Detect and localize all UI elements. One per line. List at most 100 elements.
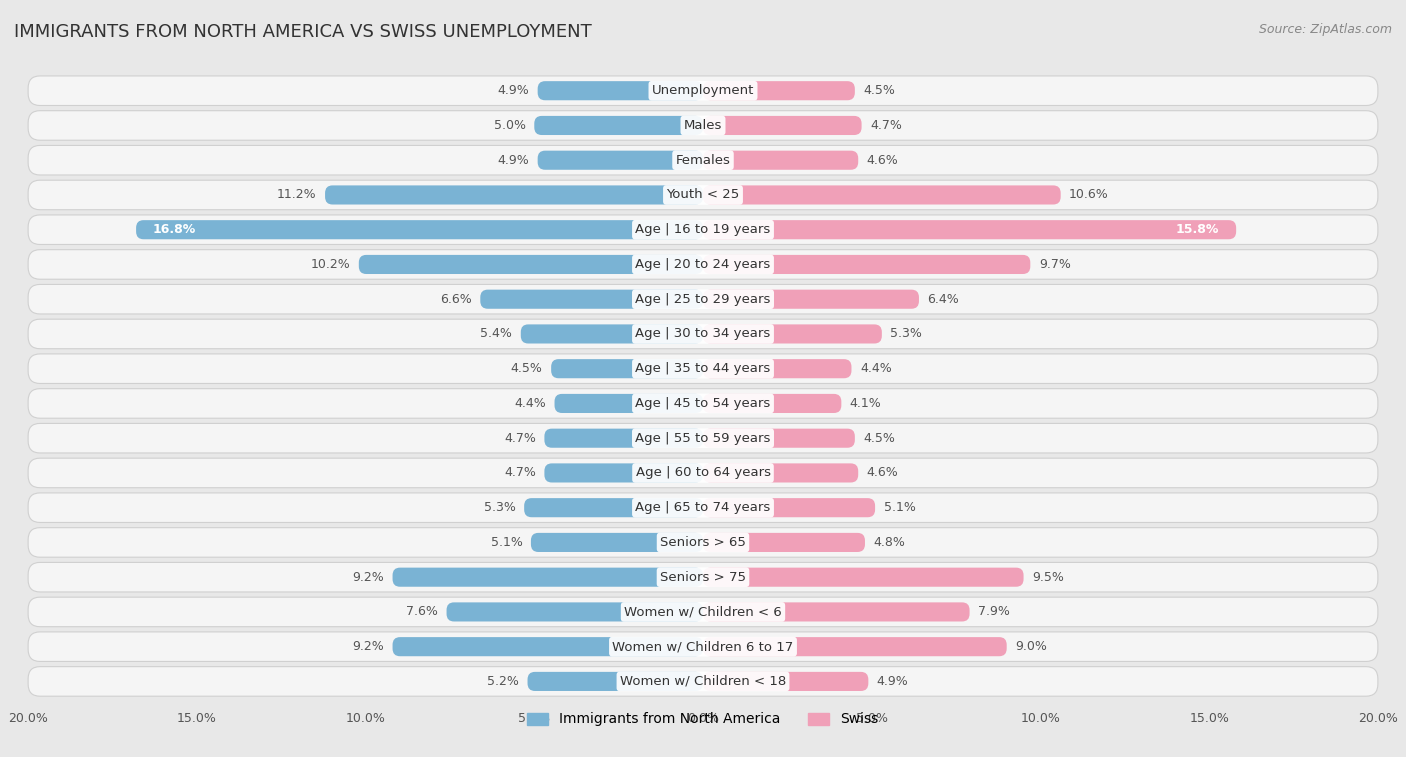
FancyBboxPatch shape	[537, 81, 703, 100]
FancyBboxPatch shape	[531, 533, 703, 552]
FancyBboxPatch shape	[703, 568, 1024, 587]
FancyBboxPatch shape	[703, 151, 858, 170]
Text: 15.8%: 15.8%	[1175, 223, 1219, 236]
FancyBboxPatch shape	[28, 285, 1378, 314]
Text: 4.9%: 4.9%	[498, 84, 529, 97]
FancyBboxPatch shape	[544, 428, 703, 447]
FancyBboxPatch shape	[392, 637, 703, 656]
FancyBboxPatch shape	[359, 255, 703, 274]
FancyBboxPatch shape	[28, 388, 1378, 418]
Text: IMMIGRANTS FROM NORTH AMERICA VS SWISS UNEMPLOYMENT: IMMIGRANTS FROM NORTH AMERICA VS SWISS U…	[14, 23, 592, 41]
FancyBboxPatch shape	[703, 290, 920, 309]
FancyBboxPatch shape	[28, 632, 1378, 662]
FancyBboxPatch shape	[703, 603, 970, 621]
Text: 7.9%: 7.9%	[979, 606, 1010, 618]
Text: 11.2%: 11.2%	[277, 188, 316, 201]
Text: 4.5%: 4.5%	[863, 84, 896, 97]
Text: 4.6%: 4.6%	[866, 466, 898, 479]
Text: 9.2%: 9.2%	[353, 571, 384, 584]
Text: Women w/ Children 6 to 17: Women w/ Children 6 to 17	[613, 640, 793, 653]
Text: Age | 55 to 59 years: Age | 55 to 59 years	[636, 431, 770, 444]
FancyBboxPatch shape	[28, 528, 1378, 557]
Text: Seniors > 75: Seniors > 75	[659, 571, 747, 584]
Text: 4.7%: 4.7%	[505, 431, 536, 444]
Text: 9.0%: 9.0%	[1015, 640, 1047, 653]
FancyBboxPatch shape	[28, 562, 1378, 592]
Text: 16.8%: 16.8%	[153, 223, 197, 236]
FancyBboxPatch shape	[28, 145, 1378, 175]
FancyBboxPatch shape	[703, 185, 1060, 204]
Legend: Immigrants from North America, Swiss: Immigrants from North America, Swiss	[522, 707, 884, 732]
FancyBboxPatch shape	[481, 290, 703, 309]
FancyBboxPatch shape	[28, 250, 1378, 279]
FancyBboxPatch shape	[447, 603, 703, 621]
FancyBboxPatch shape	[28, 215, 1378, 245]
FancyBboxPatch shape	[703, 255, 1031, 274]
Text: 4.4%: 4.4%	[860, 362, 891, 375]
Text: Women w/ Children < 6: Women w/ Children < 6	[624, 606, 782, 618]
FancyBboxPatch shape	[703, 359, 852, 378]
Text: 7.6%: 7.6%	[406, 606, 439, 618]
FancyBboxPatch shape	[551, 359, 703, 378]
Text: 4.9%: 4.9%	[877, 675, 908, 688]
Text: Age | 30 to 34 years: Age | 30 to 34 years	[636, 328, 770, 341]
Text: 6.4%: 6.4%	[928, 293, 959, 306]
FancyBboxPatch shape	[703, 498, 875, 517]
FancyBboxPatch shape	[703, 533, 865, 552]
Text: 9.5%: 9.5%	[1032, 571, 1064, 584]
FancyBboxPatch shape	[524, 498, 703, 517]
Text: 6.6%: 6.6%	[440, 293, 472, 306]
FancyBboxPatch shape	[703, 672, 869, 691]
FancyBboxPatch shape	[703, 428, 855, 447]
Text: 5.4%: 5.4%	[481, 328, 512, 341]
Text: Age | 16 to 19 years: Age | 16 to 19 years	[636, 223, 770, 236]
Text: 9.7%: 9.7%	[1039, 258, 1070, 271]
Text: Unemployment: Unemployment	[652, 84, 754, 97]
FancyBboxPatch shape	[28, 180, 1378, 210]
FancyBboxPatch shape	[28, 111, 1378, 140]
FancyBboxPatch shape	[28, 423, 1378, 453]
FancyBboxPatch shape	[520, 325, 703, 344]
FancyBboxPatch shape	[703, 463, 858, 482]
FancyBboxPatch shape	[28, 319, 1378, 349]
FancyBboxPatch shape	[703, 81, 855, 100]
FancyBboxPatch shape	[534, 116, 703, 135]
Text: 5.3%: 5.3%	[484, 501, 516, 514]
Text: 4.9%: 4.9%	[498, 154, 529, 167]
FancyBboxPatch shape	[544, 463, 703, 482]
Text: 5.3%: 5.3%	[890, 328, 922, 341]
FancyBboxPatch shape	[28, 667, 1378, 696]
Text: 5.1%: 5.1%	[491, 536, 523, 549]
Text: 5.1%: 5.1%	[883, 501, 915, 514]
Text: Age | 45 to 54 years: Age | 45 to 54 years	[636, 397, 770, 410]
Text: Age | 25 to 29 years: Age | 25 to 29 years	[636, 293, 770, 306]
Text: Seniors > 65: Seniors > 65	[659, 536, 747, 549]
FancyBboxPatch shape	[28, 458, 1378, 488]
FancyBboxPatch shape	[703, 325, 882, 344]
FancyBboxPatch shape	[28, 597, 1378, 627]
Text: Females: Females	[675, 154, 731, 167]
FancyBboxPatch shape	[527, 672, 703, 691]
FancyBboxPatch shape	[28, 354, 1378, 384]
Text: 10.6%: 10.6%	[1069, 188, 1109, 201]
Text: 5.0%: 5.0%	[494, 119, 526, 132]
Text: 4.1%: 4.1%	[849, 397, 882, 410]
FancyBboxPatch shape	[392, 568, 703, 587]
Text: Males: Males	[683, 119, 723, 132]
Text: 4.5%: 4.5%	[863, 431, 896, 444]
FancyBboxPatch shape	[325, 185, 703, 204]
FancyBboxPatch shape	[537, 151, 703, 170]
Text: 9.2%: 9.2%	[353, 640, 384, 653]
Text: Age | 20 to 24 years: Age | 20 to 24 years	[636, 258, 770, 271]
Text: Women w/ Children < 18: Women w/ Children < 18	[620, 675, 786, 688]
Text: Source: ZipAtlas.com: Source: ZipAtlas.com	[1258, 23, 1392, 36]
FancyBboxPatch shape	[28, 493, 1378, 522]
FancyBboxPatch shape	[703, 220, 1236, 239]
FancyBboxPatch shape	[554, 394, 703, 413]
Text: 10.2%: 10.2%	[311, 258, 350, 271]
Text: 4.4%: 4.4%	[515, 397, 546, 410]
Text: Age | 60 to 64 years: Age | 60 to 64 years	[636, 466, 770, 479]
Text: Youth < 25: Youth < 25	[666, 188, 740, 201]
FancyBboxPatch shape	[703, 637, 1007, 656]
Text: 4.6%: 4.6%	[866, 154, 898, 167]
